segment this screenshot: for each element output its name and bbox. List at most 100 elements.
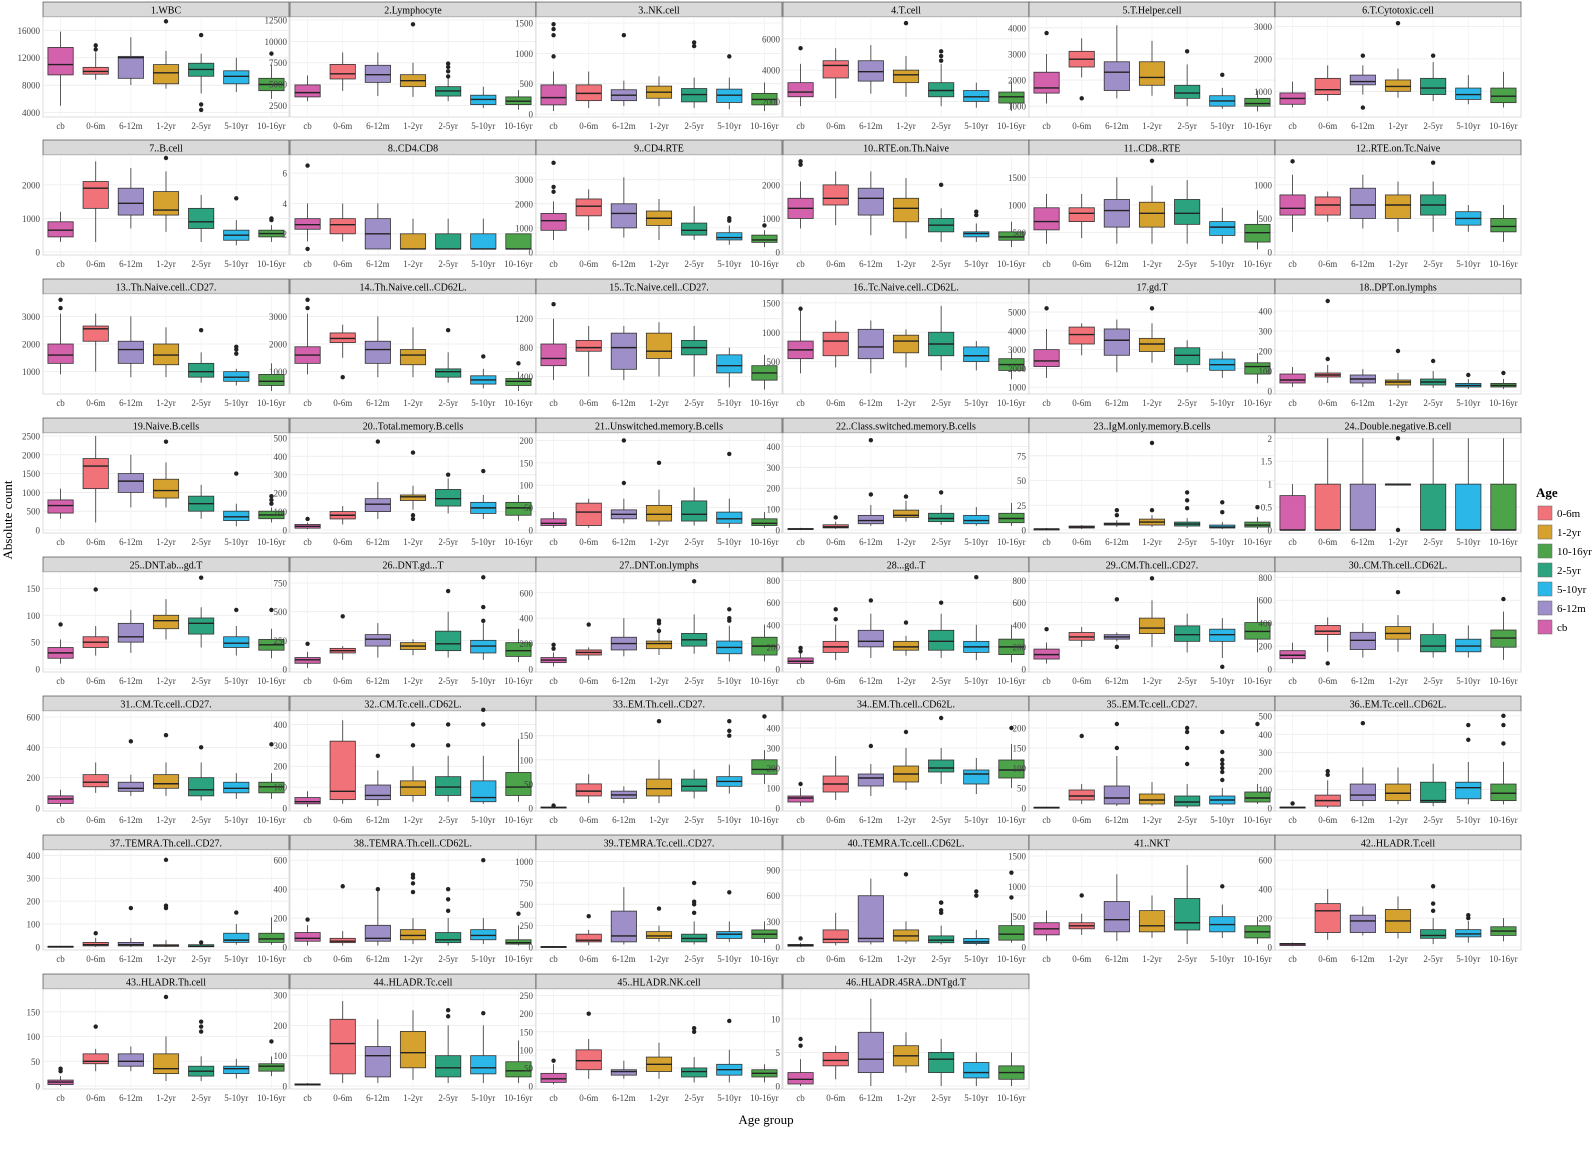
box [822,331,849,357]
outlier-point [163,439,169,444]
box [1033,71,1060,94]
outlier-point [1466,722,1471,728]
outlier-point [798,936,803,941]
x-tick-label: 0-6m [579,815,598,825]
y-tick-label: 400 [274,885,288,895]
outlier-point [798,781,803,787]
y-tick-label: 4000 [22,108,41,118]
x-tick-label: 5-10yr [964,121,988,131]
facet-title: 32..CM.Tc.cell..CD62L. [364,700,461,711]
x-tick-label: 10-16yr [504,537,533,547]
x-tick-label: 0-6m [86,121,105,131]
x-tick-label: 1-2yr [896,398,916,408]
x-tick-label: cb [1042,398,1051,408]
x-tick-label: 1-2yr [403,815,423,825]
box [645,504,673,522]
outlier-point [93,931,98,936]
facet-panel: 29..CM.Th.cell..CD27. 0 200 400 600 800 cb 0-6m… [1013,556,1276,686]
outlier-point [974,209,979,214]
y-tick-label: 600 [1259,856,1273,866]
y-tick-label: 2000 [1008,76,1027,86]
x-tick-label: 10-16yr [1489,815,1518,825]
x-tick-label: 6-12m [366,815,390,825]
y-tick-label: 0 [36,526,41,536]
y-tick-label: 4 [283,199,288,209]
outlier-point [691,910,697,916]
outlier-point [1184,498,1190,503]
outlier-point [798,46,803,51]
outlier-point [163,903,169,908]
x-tick-label: 2-5yr [1177,537,1197,547]
outlier-point [163,994,169,1000]
outlier-point [1009,725,1014,731]
y-tick-label: 300 [27,874,41,884]
outlier-point [1114,721,1120,727]
outlier-point [1114,508,1120,513]
x-tick-label: 0-6m [86,537,105,547]
y-tick-label: 0 [36,804,41,814]
facet-panel: 22..Class.switched.memory.B.cells 0 100 200… [767,417,1030,547]
x-tick-label: cb [303,1093,312,1103]
x-tick-label: 10-16yr [750,121,779,131]
y-tick-label: 3000 [1008,345,1027,355]
y-tick-label: 3000 [515,175,534,185]
y-tick-label: 100 [274,507,288,517]
x-tick-label: 10-16yr [750,1093,779,1103]
box [117,781,144,792]
x-tick-label: 5-10yr [717,676,741,686]
box [329,937,356,944]
x-tick-label: 10-16yr [997,1093,1026,1103]
box [575,339,602,352]
box [152,1053,180,1075]
x-tick-label: 5-10yr [717,815,741,825]
y-tick-label: 400 [1259,885,1273,895]
outlier-point [1079,96,1084,101]
facet-title: 13..Th.Naive.cell..CD27. [116,283,217,294]
outlier-point [1009,895,1014,900]
y-tick-label: 0 [1268,526,1273,536]
x-tick-label: 2-5yr [684,676,704,686]
x-tick-label: 10-16yr [750,398,779,408]
outlier-point [938,49,944,54]
y-tick-label: 400 [767,620,781,630]
y-tick-label: 0 [283,1082,288,1092]
y-tick-label: 150 [27,584,41,594]
outlier-point [903,872,909,877]
x-tick-label: 10-16yr [1489,259,1518,269]
box [399,233,427,250]
outlier-point [198,107,204,113]
facet-panel: 21..Unswitched.memory.B.cells 0 50 100 150 20… [520,417,783,547]
x-tick-label: 6-12m [1105,537,1129,547]
box [857,773,884,787]
x-tick-label: 0-6m [1072,676,1091,686]
outlier-point [1466,737,1471,743]
y-tick-label: 200 [274,1021,288,1031]
x-tick-label: 5-10yr [224,676,248,686]
box [1279,495,1306,531]
box [399,929,427,941]
x-tick-label: 5-10yr [224,1093,248,1103]
legend-label: 10-16yr [1557,546,1592,558]
x-tick-label: 2-5yr [191,537,211,547]
outlier-point [445,472,451,477]
x-tick-label: 0-6m [579,121,598,131]
outlier-point [269,493,274,499]
legend-swatch [1537,619,1553,635]
box [470,1055,497,1075]
y-tick-label: 200 [767,764,781,774]
box [610,1069,637,1076]
facet-title: 28...gd..T [887,561,926,572]
facet-panel: 33..EM.Th.cell..CD27. 0 50 100 150 cb 0-6m 6-12… [520,695,783,825]
box [1279,194,1306,216]
box [540,343,567,367]
facet-title: 21..Unswitched.memory.B.cells [595,422,723,433]
y-tick-label: 50 [524,779,534,789]
box [963,1062,990,1079]
outlier-point [305,297,310,302]
x-tick-label: 6-12m [1351,398,1375,408]
x-tick-label: 0-6m [826,676,845,686]
box [1103,61,1130,91]
outlier-point [93,43,98,48]
